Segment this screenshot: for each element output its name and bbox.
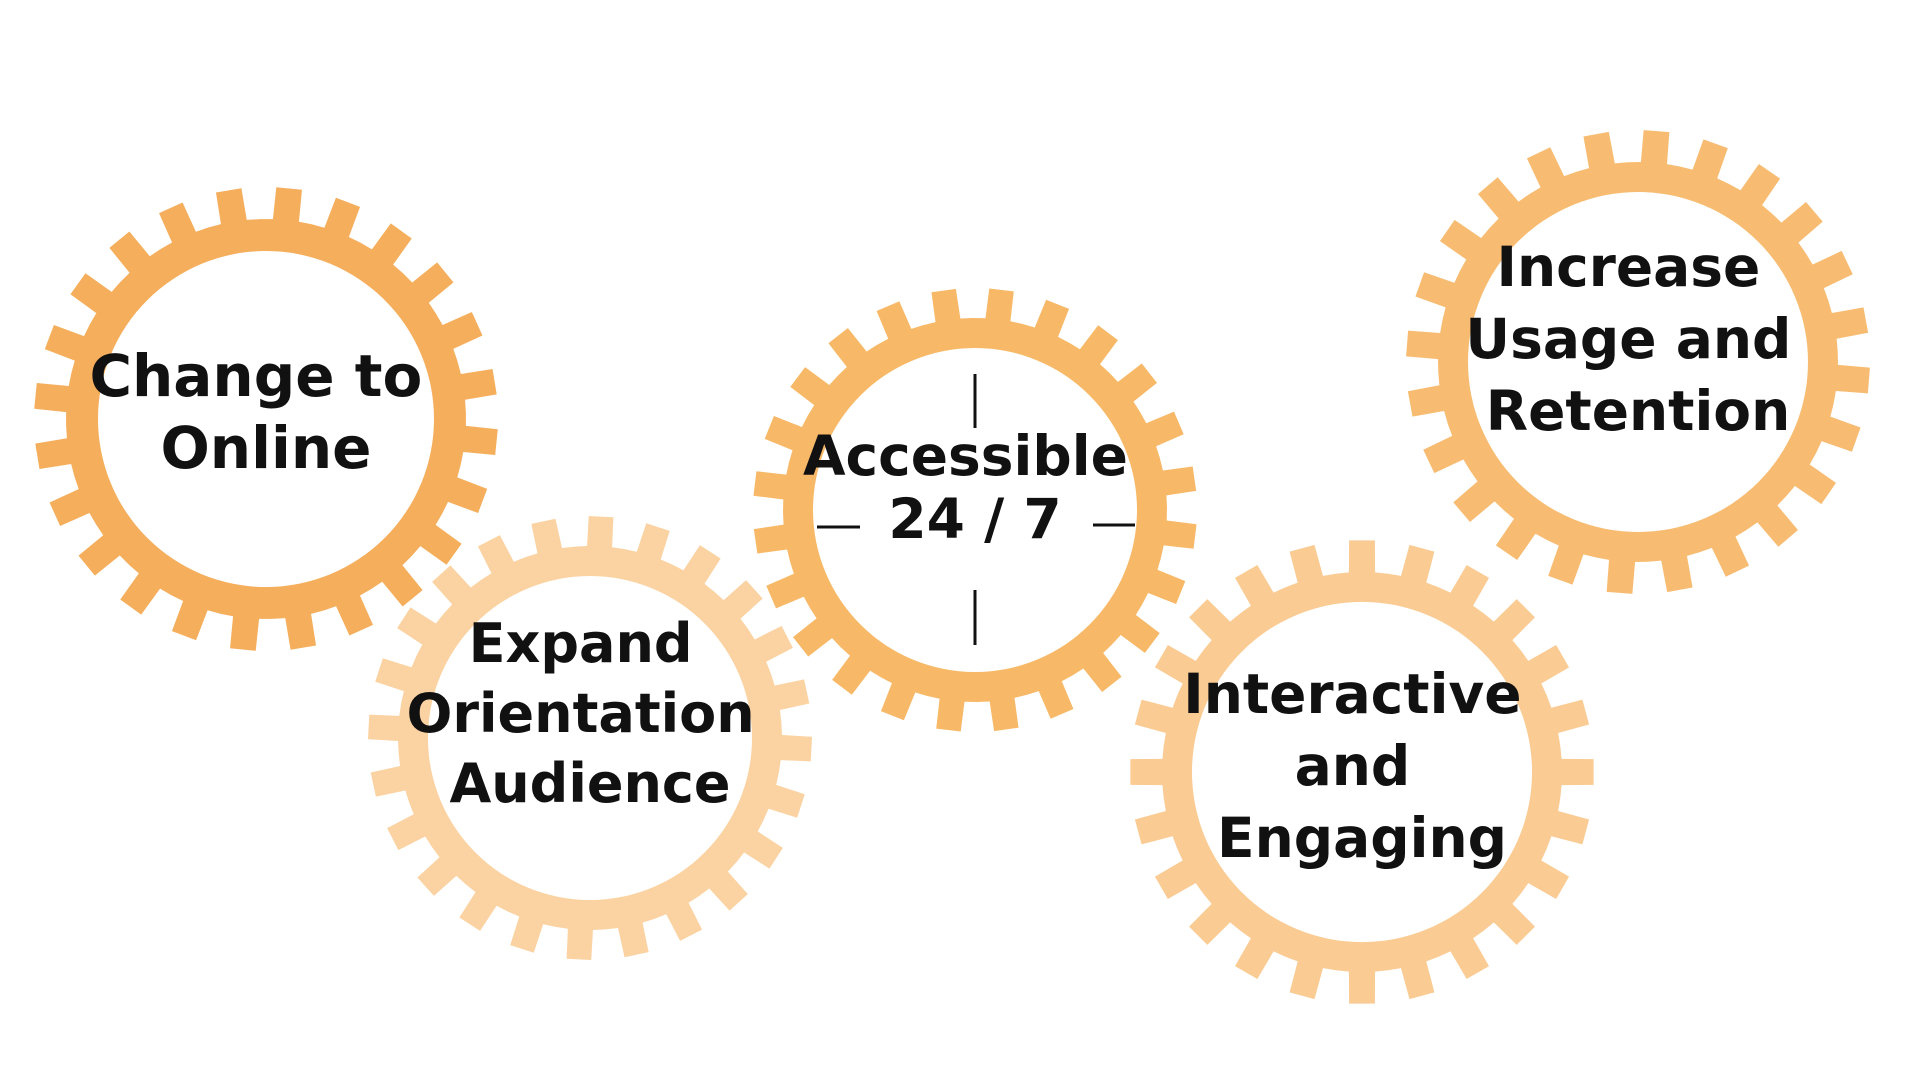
gear-increase-usage-and-retention: Increase Usage and Retention: [1406, 130, 1870, 594]
crosshair-marks: [817, 374, 1135, 645]
gear-change-to-online-line-1: Change to: [89, 342, 422, 410]
gear-accessible-24-7: Accessible 24 / 7: [753, 288, 1197, 732]
gear-expand-orientation-audience-line-1: Expand: [469, 612, 693, 675]
gear-change-to-online: Change to Online: [34, 187, 498, 651]
gear-accessible-24-7-label: Accessible 24 / 7: [803, 424, 1147, 551]
gear-interactive-and-engaging-line-3: Engaging: [1217, 806, 1507, 870]
gear-increase-usage-and-retention-line-1: Increase: [1497, 235, 1761, 299]
gear-expand-orientation-audience: Expand Orientation Audience: [368, 516, 812, 960]
gear-accessible-24-7-line-2: 24 / 7: [888, 487, 1061, 551]
gear-increase-usage-and-retention-label: Increase Usage and Retention: [1465, 235, 1810, 443]
gear-expand-orientation-audience-label: Expand Orientation Audience: [406, 612, 773, 815]
gear-change-to-online-label: Change to Online: [89, 342, 442, 482]
gear-change-to-online-line-2: Online: [161, 414, 372, 482]
gear-interactive-and-engaging-line-2: and: [1295, 734, 1411, 798]
gear-accessible-24-7-line-1: Accessible: [803, 424, 1128, 488]
gear-increase-usage-and-retention-line-2: Usage and: [1465, 307, 1791, 371]
gear-interactive-and-engaging: Interactive and Engaging: [1130, 540, 1594, 1004]
gear-interactive-and-engaging-label: Interactive and Engaging: [1183, 662, 1541, 870]
gear-interactive-and-engaging-line-1: Interactive: [1183, 662, 1521, 726]
gear-expand-orientation-audience-line-2: Orientation: [406, 682, 754, 745]
gear-increase-usage-and-retention-line-3: Retention: [1486, 379, 1791, 443]
gear-expand-orientation-audience-line-3: Audience: [449, 752, 730, 815]
